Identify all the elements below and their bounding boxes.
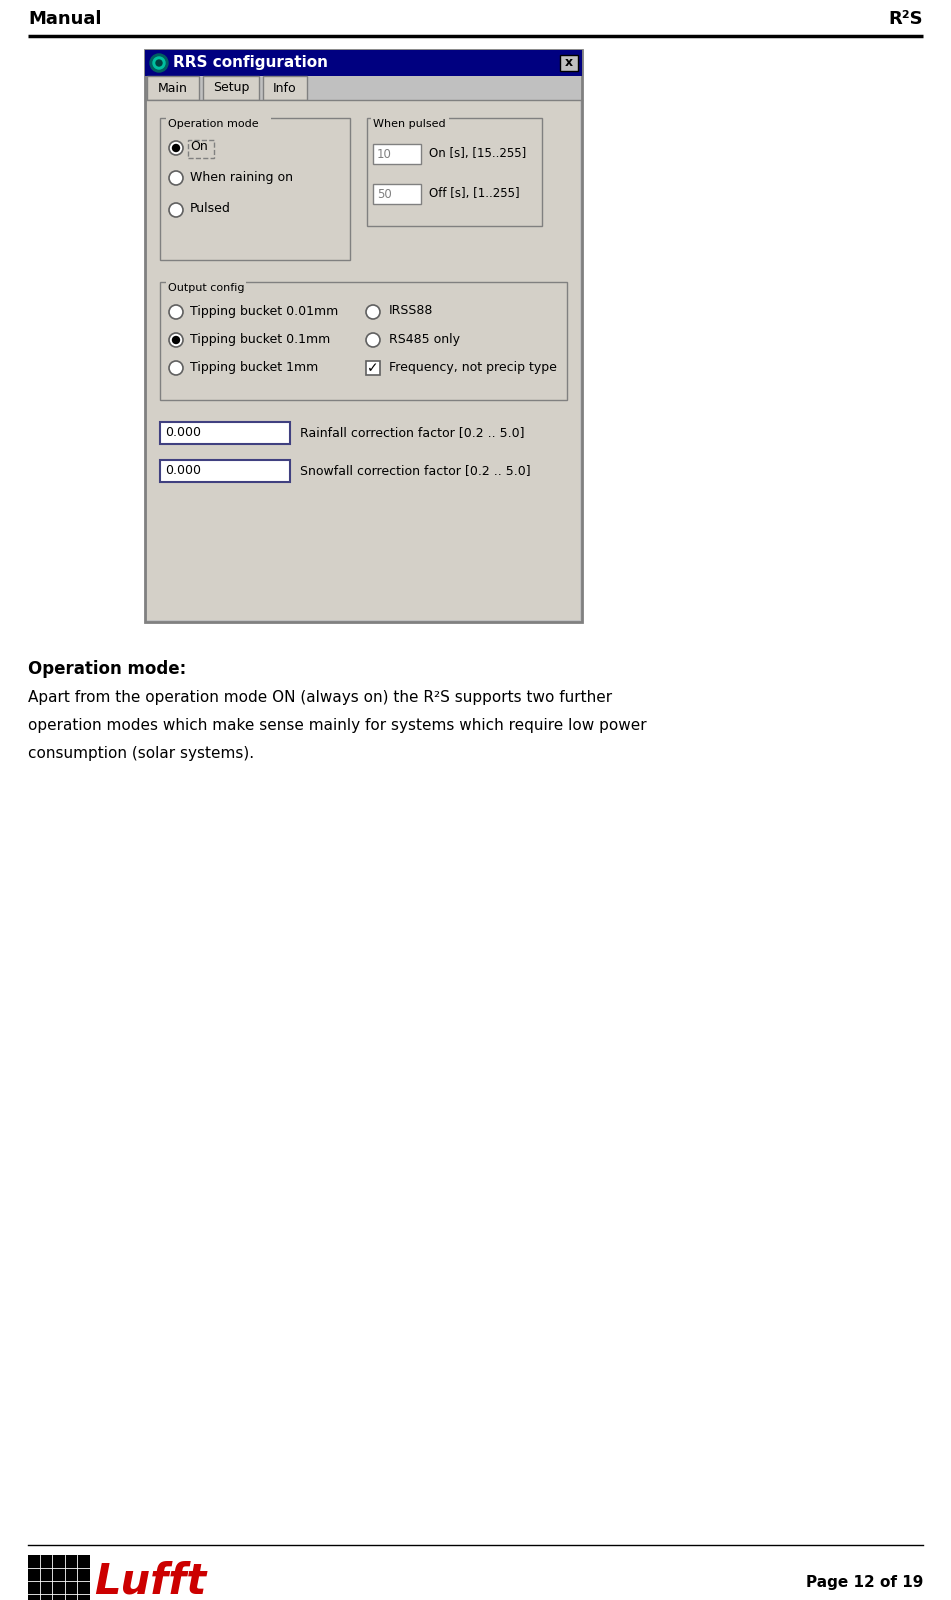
Text: Lufft: Lufft xyxy=(94,1560,206,1600)
Text: Manual: Manual xyxy=(28,10,102,27)
Text: Off [s], [1..255]: Off [s], [1..255] xyxy=(429,187,519,200)
Text: Apart from the operation mode ON (always on) the R²S supports two further: Apart from the operation mode ON (always… xyxy=(28,690,612,706)
Bar xyxy=(160,422,290,443)
Circle shape xyxy=(169,171,183,186)
Text: Tipping bucket 1mm: Tipping bucket 1mm xyxy=(190,360,319,373)
Text: When pulsed: When pulsed xyxy=(373,118,446,130)
Bar xyxy=(367,118,542,226)
Bar xyxy=(203,75,259,99)
Circle shape xyxy=(172,144,180,152)
Text: Rainfall correction factor [0.2 .. 5.0]: Rainfall correction factor [0.2 .. 5.0] xyxy=(300,427,525,440)
Text: operation modes which make sense mainly for systems which require low power: operation modes which make sense mainly … xyxy=(28,718,647,733)
Text: Frequency, not precip type: Frequency, not precip type xyxy=(389,360,557,373)
Bar xyxy=(371,112,449,126)
Bar xyxy=(263,75,307,99)
Bar xyxy=(147,99,580,619)
Bar xyxy=(166,112,271,126)
Text: Setup: Setup xyxy=(213,82,249,94)
Text: When raining on: When raining on xyxy=(190,171,293,184)
Text: Tipping bucket 0.01mm: Tipping bucket 0.01mm xyxy=(190,304,339,317)
Text: Info: Info xyxy=(273,82,297,94)
Bar xyxy=(366,362,380,374)
Text: Main: Main xyxy=(158,82,188,94)
Bar xyxy=(373,184,421,203)
Text: Output config: Output config xyxy=(168,283,244,293)
Circle shape xyxy=(169,141,183,155)
Circle shape xyxy=(150,54,168,72)
Circle shape xyxy=(169,306,183,318)
Circle shape xyxy=(169,333,183,347)
Bar xyxy=(166,275,246,290)
Circle shape xyxy=(156,59,162,66)
Bar xyxy=(145,50,582,75)
Text: Operation mode:: Operation mode: xyxy=(28,659,186,678)
Text: 50: 50 xyxy=(377,187,392,200)
Text: Operation mode: Operation mode xyxy=(168,118,259,130)
Circle shape xyxy=(169,203,183,218)
Text: On [s], [15..255]: On [s], [15..255] xyxy=(429,147,526,160)
Bar xyxy=(560,54,578,70)
Circle shape xyxy=(169,362,183,374)
Text: IRSS88: IRSS88 xyxy=(389,304,434,317)
Circle shape xyxy=(366,333,380,347)
Text: On: On xyxy=(190,141,207,154)
Text: 10: 10 xyxy=(377,147,392,160)
Bar xyxy=(145,50,582,622)
Bar xyxy=(147,75,199,99)
Text: ✓: ✓ xyxy=(367,362,378,374)
Circle shape xyxy=(153,58,165,69)
Text: 0.000: 0.000 xyxy=(165,427,201,440)
Text: RRS configuration: RRS configuration xyxy=(173,56,328,70)
Text: Pulsed: Pulsed xyxy=(190,203,231,216)
Text: x: x xyxy=(565,56,573,69)
Bar xyxy=(28,1555,90,1600)
Bar xyxy=(160,118,350,259)
Bar xyxy=(160,282,567,400)
Text: 0.000: 0.000 xyxy=(165,464,201,477)
Text: consumption (solar systems).: consumption (solar systems). xyxy=(28,746,254,762)
Circle shape xyxy=(172,336,180,344)
Bar xyxy=(188,141,214,158)
Text: R²S: R²S xyxy=(888,10,923,27)
Text: Page 12 of 19: Page 12 of 19 xyxy=(805,1576,923,1590)
Text: RS485 only: RS485 only xyxy=(389,333,460,346)
Text: Snowfall correction factor [0.2 .. 5.0]: Snowfall correction factor [0.2 .. 5.0] xyxy=(300,464,531,477)
Text: Tipping bucket 0.1mm: Tipping bucket 0.1mm xyxy=(190,333,330,346)
Bar xyxy=(373,144,421,165)
Circle shape xyxy=(366,306,380,318)
Bar xyxy=(160,461,290,482)
